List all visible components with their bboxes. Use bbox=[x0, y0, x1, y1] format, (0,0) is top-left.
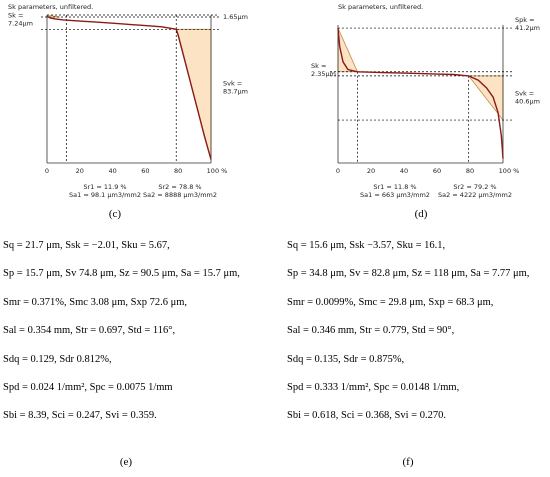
sr1-label: Sr1 = 11.8 % bbox=[373, 183, 416, 191]
parameters-f: Sq = 15.6 μm, Ssk −3.57, Sku = 16.1, Sp =… bbox=[287, 232, 529, 431]
x-tick-label: 0 bbox=[336, 167, 340, 175]
sr2-label: Sr2 = 78.8 % bbox=[158, 183, 201, 191]
parameter-line: Smr = 0.371%, Smc 3.08 μm, Sxp 72.6 μm, bbox=[3, 296, 188, 308]
sk-plot-c: Sk parameters, unfiltered. 0 20 40 60 80 100 %… bbox=[8, 3, 248, 199]
parameter-line: Sal = 0.354 mm, Str = 0.697, Std = 116°, bbox=[3, 325, 176, 337]
parameter-line: Sq = 15.6 μm, Ssk −3.57, Sku = 16.1, bbox=[287, 240, 446, 251]
sk-label: Sk = 2.35μm bbox=[311, 62, 336, 78]
parameter-line: Spd = 0.333 1/mm², Spc = 0.0148 1/mm, bbox=[287, 381, 460, 393]
caption-e: (e) bbox=[119, 456, 133, 468]
x-tick-label: 100 % bbox=[499, 167, 520, 175]
parameter-line: Sp = 15.7 μm, Sv 74.8 μm, Sz = 90.5 μm, … bbox=[3, 268, 240, 280]
sa2-label: Sa2 = 4222 μm3/mm2 bbox=[438, 191, 512, 199]
sa1-label: Sa1 = 98.1 μm3/mm2 bbox=[69, 191, 141, 199]
x-tick-label: 40 bbox=[108, 167, 116, 175]
spk-label: Spk = 41.2μm bbox=[515, 16, 540, 32]
x-tick-label: 60 bbox=[433, 167, 441, 175]
caption-d: (d) bbox=[414, 208, 428, 220]
parameter-line: Sbi = 8.39, Sci = 0.247, Svi = 0.359. bbox=[3, 410, 157, 422]
parameter-line: Sbi = 0.618, Sci = 0.368, Svi = 0.270. bbox=[287, 410, 446, 422]
title: Sk parameters, unfiltered. bbox=[8, 3, 93, 11]
spk-label: 1.65μm bbox=[223, 13, 248, 21]
parameter-line: Smr = 0.0099%, Smc = 29.8 μm, Sxp = 68.3… bbox=[287, 296, 494, 308]
sr1-label: Sr1 = 11.9 % bbox=[83, 183, 126, 191]
x-tick-label: 40 bbox=[400, 167, 408, 175]
parameters-e: Sq = 21.7 μm, Ssk = −2.01, Sku = 5.67, Sp… bbox=[3, 232, 240, 431]
parameter-line: Sdq = 0.129, Sdr 0.812%, bbox=[3, 353, 112, 365]
x-tick-label: 80 bbox=[174, 167, 182, 175]
x-tick-label: 20 bbox=[367, 167, 375, 175]
parameter-line: Sp = 34.8 μm, Sv = 82.8 μm, Sz = 118 μm,… bbox=[287, 268, 530, 280]
material-ratio-curve bbox=[46, 15, 212, 160]
x-tick-label: 100 % bbox=[207, 167, 228, 175]
parameter-line: Sdq = 0.135, Sdr = 0.875%, bbox=[287, 353, 405, 365]
svk-label: Svk = 83.7μm bbox=[223, 80, 248, 96]
sk-plot-d: Sk parameters, unfiltered. 0 20 40 60 80 100 %… bbox=[311, 3, 540, 199]
title: Sk parameters, unfiltered. bbox=[338, 3, 423, 11]
sk-label: Sk = 7.24μm bbox=[8, 12, 33, 28]
svk-label: Svk = 40.6μm bbox=[515, 90, 540, 106]
caption-f: (f) bbox=[402, 456, 414, 468]
chart-d: Sk parameters, unfiltered. 0 20 40 60 80 100 %… bbox=[275, 0, 550, 230]
parameter-line: Spd = 0.024 1/mm², Spc = 0.0075 1/mm bbox=[3, 381, 173, 393]
parameter-line: Sq = 21.7 μm, Ssk = −2.01, Sku = 5.67, bbox=[3, 240, 170, 251]
x-tick-label: 0 bbox=[45, 167, 49, 175]
x-tick-label: 80 bbox=[466, 167, 474, 175]
sr2-label: Sr2 = 79.2 % bbox=[453, 183, 496, 191]
x-tick-label: 60 bbox=[141, 167, 149, 175]
caption-c: (c) bbox=[108, 208, 122, 220]
x-tick-label: 20 bbox=[76, 167, 84, 175]
chart-c: Sk parameters, unfiltered. 0 20 40 60 80 100 %… bbox=[0, 0, 275, 230]
sa2-label: Sa2 = 8888 μm3/mm2 bbox=[143, 191, 217, 199]
sa1-label: Sa1 = 663 μm3/mm2 bbox=[360, 191, 430, 199]
parameter-line: Sal = 0.346 mm, Str = 0.779, Std = 90°, bbox=[287, 325, 455, 337]
material-ratio-curve bbox=[337, 28, 504, 159]
